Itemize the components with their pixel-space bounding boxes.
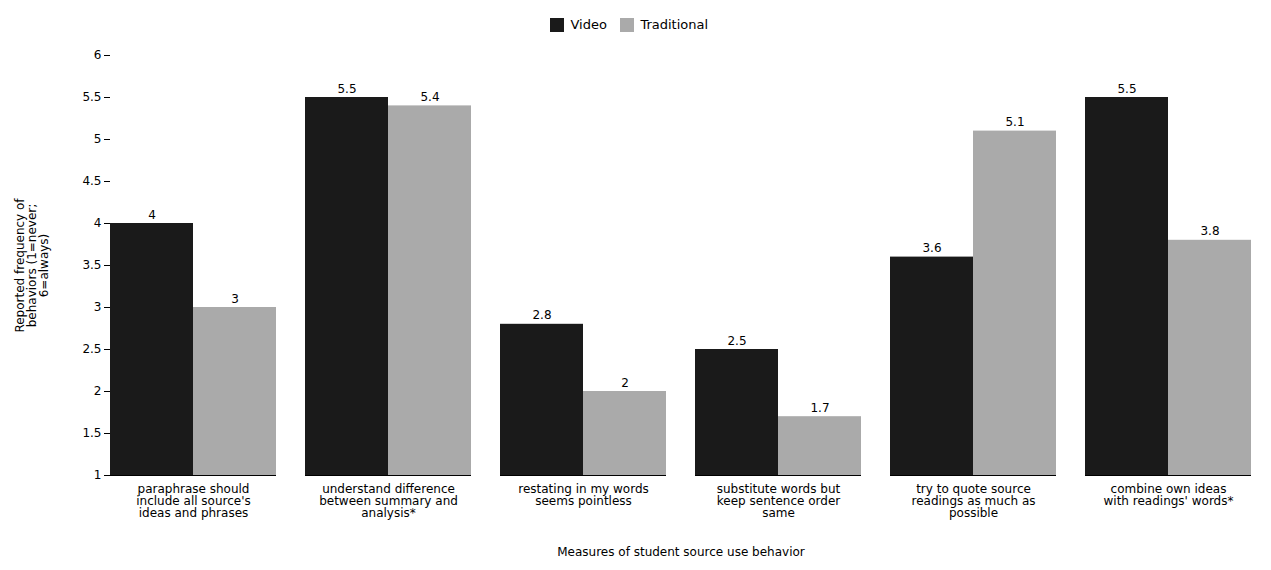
svg-text:Measures of student source use: Measures of student source use behavior	[557, 545, 805, 559]
html-text:Video: Video	[570, 17, 607, 32]
svg-text:Reported frequency ofbehaviors: Reported frequency ofbehaviors (1=never;…	[13, 198, 51, 333]
html-text:Traditional: Traditional	[640, 17, 709, 32]
svg-text:2.8: 2.8	[532, 308, 551, 322]
svg-text:5: 5	[94, 132, 102, 146]
svg-text:1: 1	[94, 468, 102, 482]
svg-text:5.5: 5.5	[337, 82, 356, 96]
svg-text:3: 3	[231, 292, 239, 306]
svg-text:try to quote sourcereadings as: try to quote sourcereadings as much aspo…	[912, 482, 1036, 520]
svg-text:2.5: 2.5	[727, 334, 746, 348]
svg-text:1.7: 1.7	[810, 401, 829, 415]
svg-text:3.6: 3.6	[922, 241, 941, 255]
svg-text:3.5: 3.5	[82, 258, 101, 272]
svg-text:5.5: 5.5	[1117, 82, 1136, 96]
svg-text:3.8: 3.8	[1200, 224, 1219, 238]
svg-text:2.5: 2.5	[82, 342, 101, 356]
svg-text:2: 2	[94, 384, 102, 398]
svg-text:6: 6	[94, 48, 102, 62]
svg-text:5.4: 5.4	[420, 90, 439, 104]
svg-text:4: 4	[148, 208, 156, 222]
svg-text:substitute words butkeep sente: substitute words butkeep sentence orders…	[717, 482, 841, 520]
svg-text:understand differencebetween s: understand differencebetween summary and…	[319, 482, 458, 520]
svg-text:5.5: 5.5	[82, 90, 101, 104]
svg-text:5.1: 5.1	[1005, 115, 1024, 129]
svg-text:restating in my wordsseems poi: restating in my wordsseems pointless	[518, 482, 649, 508]
svg-text:combine own ideaswith readings: combine own ideaswith readings' words*	[1104, 482, 1234, 508]
svg-text:paraphrase shouldinclude all s: paraphrase shouldinclude all source'side…	[136, 482, 251, 520]
svg-text:2: 2	[621, 376, 629, 390]
svg-text:4: 4	[94, 216, 102, 230]
svg-text:4.5: 4.5	[82, 174, 101, 188]
svg-text:1.5: 1.5	[82, 426, 101, 440]
svg-text:3: 3	[94, 300, 102, 314]
